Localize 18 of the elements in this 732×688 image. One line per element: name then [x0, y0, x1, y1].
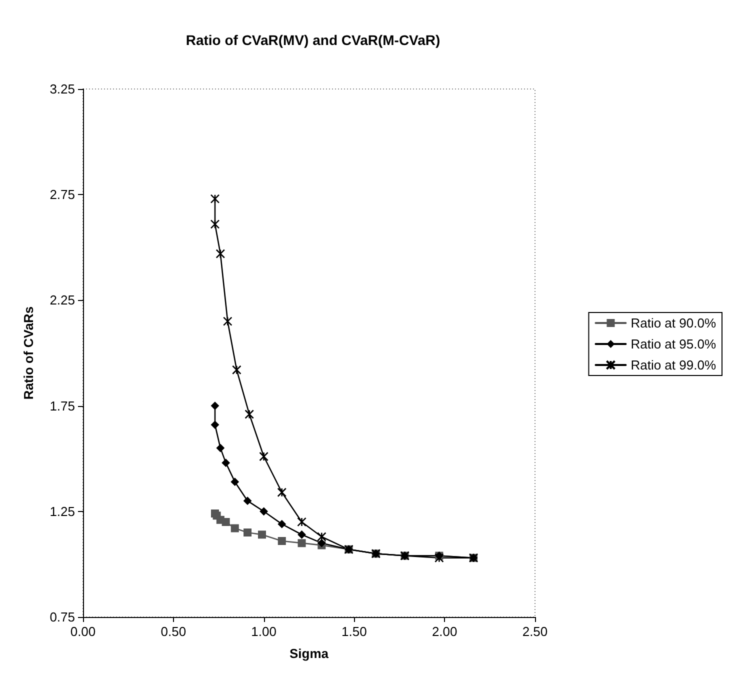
y-tick-label: 2.25 — [50, 292, 75, 308]
x-tick-label: 0.50 — [160, 624, 186, 639]
y-tick-label: 1.75 — [50, 398, 75, 414]
chart-title: Ratio of CVaR(MV) and CVaR(M-CVaR) — [186, 32, 440, 48]
legend-label: Ratio at 95.0% — [630, 336, 716, 352]
y-tick-label: 1.25 — [50, 504, 75, 519]
y-tick-label: 3.25 — [50, 82, 75, 96]
y-axis-title: Ratio of CVaRs — [21, 306, 36, 400]
x-tick-label: 0.00 — [70, 624, 96, 639]
x-axis-title: Sigma — [289, 646, 330, 661]
x-tick-label: 2.00 — [432, 624, 458, 639]
y-tick-label: 0.75 — [50, 610, 75, 624]
x-tick-label: 1.00 — [251, 624, 276, 639]
legend-label: Ratio at 90.0% — [630, 316, 716, 330]
legend-label: Ratio at 99.0% — [630, 358, 716, 372]
y-tick-label: 2.75 — [50, 187, 75, 202]
x-tick-label: 1.50 — [342, 624, 367, 639]
x-tick-label: 2.50 — [522, 624, 548, 639]
